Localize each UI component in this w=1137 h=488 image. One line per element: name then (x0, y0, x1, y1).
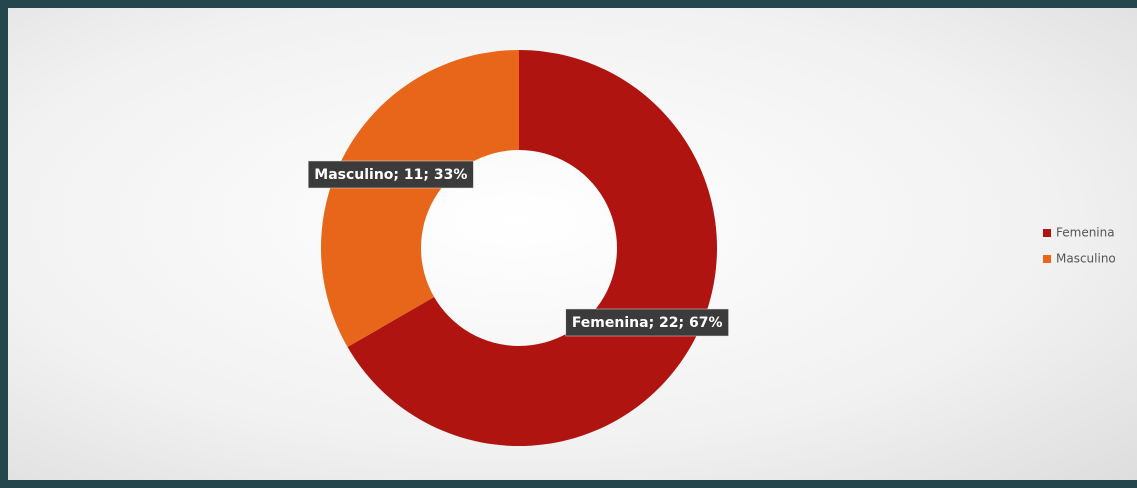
legend-label: Masculino (1056, 252, 1116, 266)
data-label-box (308, 160, 474, 189)
donut-slice (347, 50, 718, 446)
legend-swatch (1043, 229, 1051, 237)
legend-swatch (1043, 255, 1051, 263)
data-label: Femenina; 22; 67% (572, 315, 723, 331)
data-label-box (565, 308, 729, 337)
legend-label: Femenina (1056, 226, 1115, 240)
data-label: Masculino; 11; 33% (314, 167, 467, 183)
donut-slice (321, 50, 519, 347)
